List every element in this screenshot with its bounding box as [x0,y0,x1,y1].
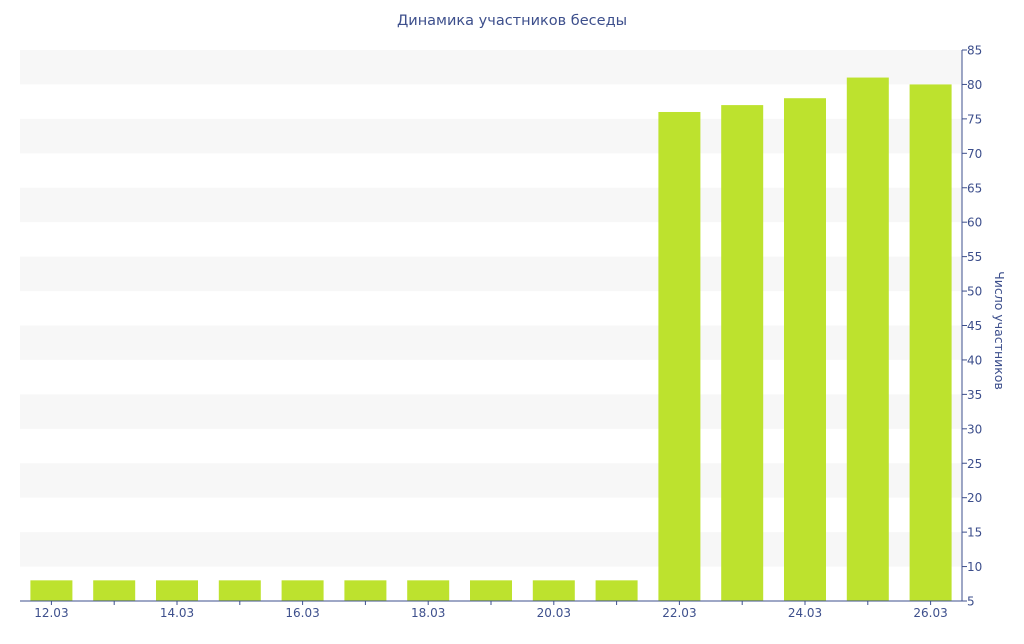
y-axis: 5 10 15 20 25 30 35 40 45 50 55 60 65 70 75 80 85 [961,44,982,609]
bar-15.03[interactable] [218,580,261,601]
x-tick-label: 20.03 [537,606,571,620]
x-tick-label: 16.03 [285,606,319,620]
y-tick-label: 25 [967,457,982,471]
bar-24.03[interactable] [784,98,826,602]
y-tick-label: 15 [967,526,982,540]
bar-series [30,77,952,602]
x-tick-label: 22.03 [662,606,696,620]
y-tick-label: 40 [967,353,982,367]
y-tick-label: 5 [967,595,975,609]
grid-band [20,50,962,85]
y-tick-label: 45 [967,319,982,333]
bar-21.03[interactable] [595,580,638,601]
x-tick-label: 24.03 [788,606,822,620]
bar-13.03[interactable] [93,580,136,601]
bar-17.03[interactable] [344,580,387,601]
bar-23.03[interactable] [721,105,764,601]
x-tick-label: 12.03 [34,606,68,620]
x-tick-label: 18.03 [411,606,445,620]
y-tick-label: 50 [967,285,982,299]
y-tick-label: 80 [967,78,982,92]
y-tick-label: 70 [967,147,982,161]
bar-12.03[interactable] [30,580,73,601]
y-axis-title: Число участников [992,271,1007,390]
x-axis: 12.03 14.03 16.03 18.03 20.03 22.03 24.03 26.03 [20,600,962,620]
y-tick-label: 85 [967,44,982,58]
y-tick-label: 65 [967,181,982,195]
bar-26.03[interactable] [909,84,952,601]
bar-19.03[interactable] [470,580,512,601]
y-tick-label: 75 [967,112,982,126]
y-tick-label: 60 [967,216,982,230]
bar-16.03[interactable] [281,580,324,601]
bar-14.03[interactable] [156,580,198,601]
y-tick-label: 10 [967,560,982,574]
x-tick-label: 14.03 [160,606,194,620]
bar-22.03[interactable] [658,111,701,602]
y-tick-label: 55 [967,250,982,264]
y-tick-label: 35 [967,388,982,402]
y-tick-label: 20 [967,491,982,505]
bar-18.03[interactable] [407,580,450,601]
bar-25.03[interactable] [846,77,889,602]
x-tick-label: 26.03 [913,606,947,620]
chart-title: Динамика участников беседы [396,13,628,29]
y-tick-label: 30 [967,422,982,436]
bar-20.03[interactable] [532,580,575,601]
